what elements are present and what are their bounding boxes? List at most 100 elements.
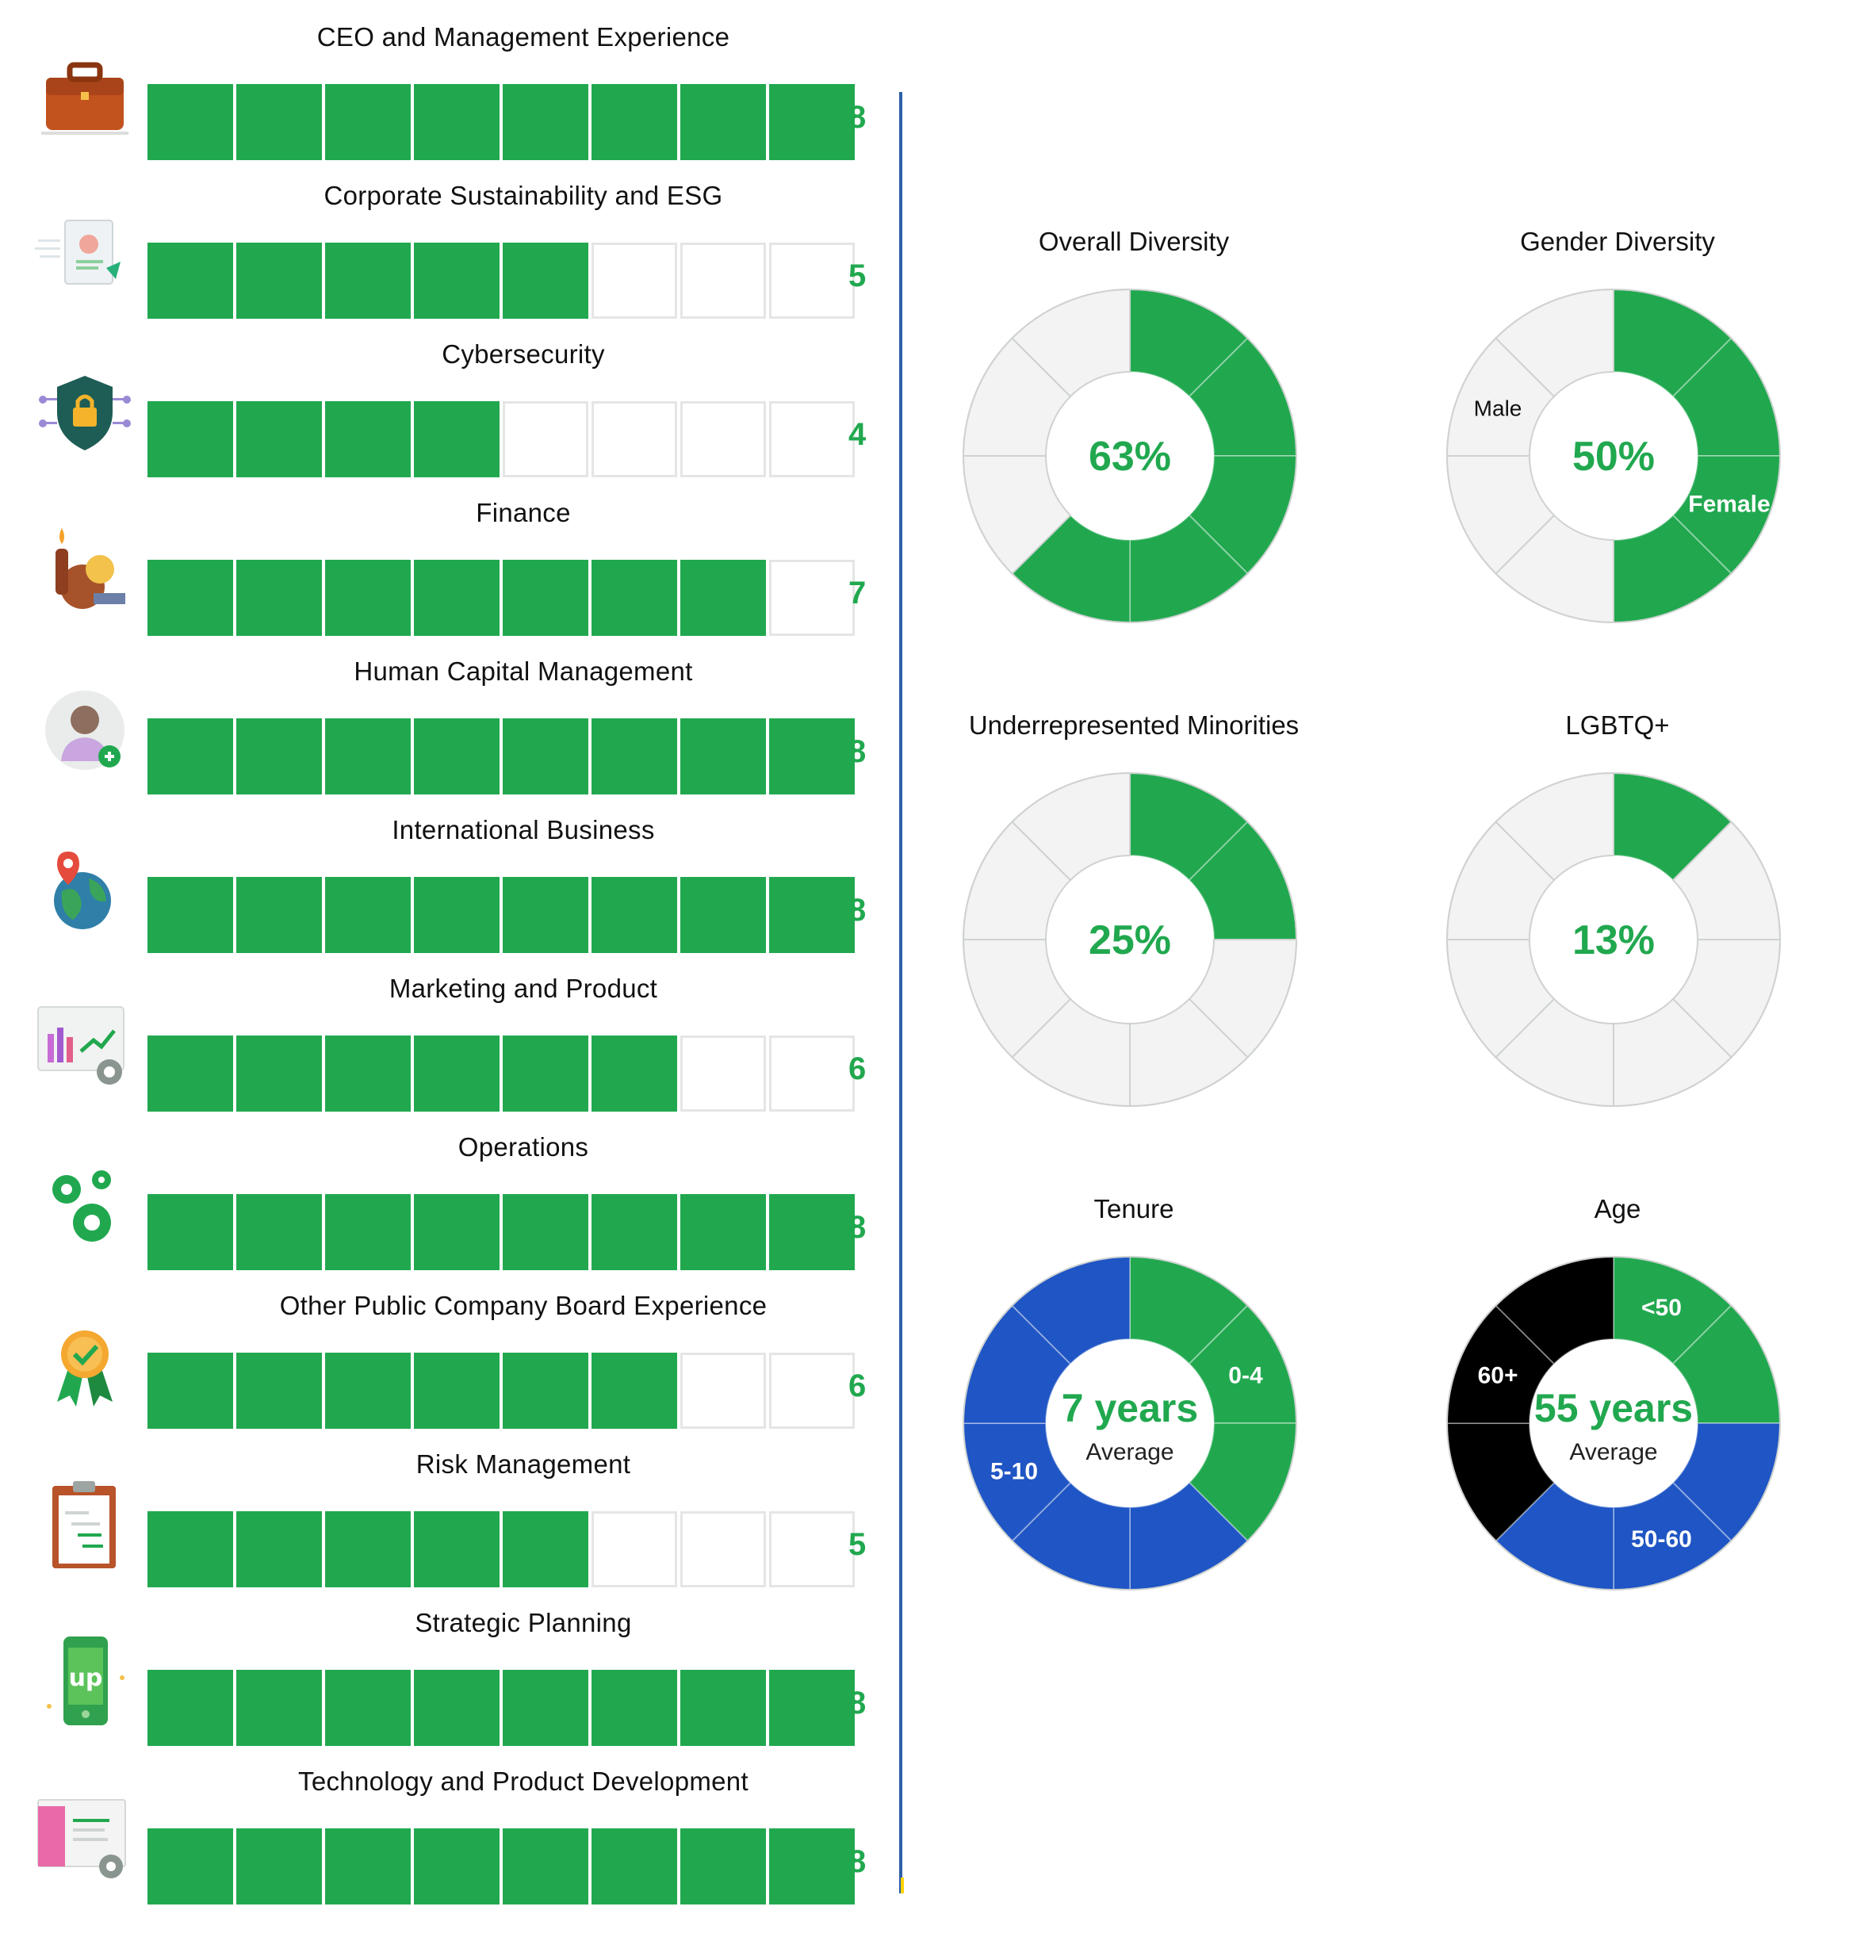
money-bag-icon [33,520,136,623]
bar-segment-filled [503,1036,588,1112]
donut-center-value: 25% [1089,917,1171,963]
skill-label: Strategic Planning [415,1608,632,1637]
skill-label: Other Public Company Board Experience [279,1291,768,1320]
bar-segment-filled [236,1828,322,1904]
bar-segment-filled [503,718,588,794]
add-user-icon [33,679,136,782]
bar-segment-filled [503,560,588,636]
bar-segment-filled [325,243,411,319]
skill-count: 8 [848,100,867,135]
donut-chart: Underrepresented Minorities 25% [912,706,1356,1181]
donut-chart: LGBTQ+ 13% [1396,706,1840,1181]
skill-row: CEO and Management Experience 8 [0,13,888,171]
bar-segment-filled [414,243,500,319]
skill-label: Marketing and Product [389,974,658,1003]
bar-segment-empty [769,1511,855,1587]
bar-segment-empty [503,401,588,477]
bar-segment-filled [769,877,855,953]
bar-segment-empty [680,243,766,319]
bar-segment-filled [236,877,322,953]
bar-segment-filled [503,1670,588,1746]
skill-count: 5 [848,1527,867,1562]
bar-segment-empty [769,401,855,477]
segment-label: Female [1688,491,1770,517]
skill-row: Other Public Company Board Experience 6 [0,1281,888,1440]
bar-segment-empty [769,1353,855,1429]
bar-segment-filled [769,1670,855,1746]
skill-bar [147,1670,858,1746]
bar-segment-filled [680,1828,766,1904]
bar-segment-filled [147,1511,233,1587]
bar-segment-empty [769,243,855,319]
skill-count: 8 [848,734,867,769]
skill-bar [147,401,858,477]
skill-bar [147,84,858,160]
bar-segment-filled [414,1194,500,1270]
skill-label: Human Capital Management [354,657,693,686]
bar-segment-filled [414,401,500,477]
bar-segment-filled [503,84,588,160]
document-icon [33,203,136,306]
skill-row: Marketing and Product 6 [0,964,888,1123]
bar-segment-filled [503,1828,588,1904]
skill-count: 7 [848,576,867,611]
bar-segment-filled [147,1036,233,1112]
skill-label: International Business [392,815,655,844]
donut-outline [963,289,1297,623]
skill-row: Corporate Sustainability and ESG 5 [0,171,888,330]
skill-bar [147,1194,858,1270]
bar-segment-filled [414,718,500,794]
bar-segment-filled [147,84,233,160]
segment-label: 0-4 [1228,1363,1263,1389]
bar-segment-filled [325,1511,411,1587]
donut-outline [1446,1256,1781,1591]
skill-count: 4 [848,417,867,452]
donut-title: Gender Diversity [1520,227,1715,256]
bar-segment-filled [325,718,411,794]
donut-outline [963,1256,1297,1591]
donut-center-subtext: Average [1569,1439,1657,1465]
bar-segment-empty [680,1353,766,1429]
donut-svg: 63% [962,288,1298,624]
bar-segment-filled [592,877,677,953]
skill-label: CEO and Management Experience [316,22,730,52]
browser-gear-icon [33,1789,136,1892]
bar-segment-filled [769,84,855,160]
donut-svg: 13% [1445,771,1782,1108]
bar-segment-filled [325,560,411,636]
briefcase-icon [33,44,136,147]
bar-segment-filled [147,877,233,953]
bar-segment-filled [236,401,322,477]
skill-bar [147,1036,858,1112]
donut-center-value: 63% [1089,434,1171,480]
skill-row: Human Capital Management 8 [0,647,888,806]
bar-segment-filled [414,1828,500,1904]
segment-label: 50-60 [1631,1526,1692,1552]
skill-label: Cybersecurity [442,339,605,369]
skill-row: Strategic Planning up 8 [0,1598,888,1757]
skill-bar [147,243,858,319]
bar-segment-filled [769,1194,855,1270]
bar-segment-filled [236,1670,322,1746]
bar-segment-filled [414,1036,500,1112]
divider-tip [901,1878,904,1893]
bar-segment-empty [769,560,855,636]
bar-segment-filled [592,1194,677,1270]
bar-segment-filled [503,1353,588,1429]
phone-upwork-icon: up [33,1630,136,1733]
bar-segment-empty [592,401,677,477]
skill-bar [147,1353,858,1429]
bar-segment-filled [325,1036,411,1112]
bar-segment-filled [592,1670,677,1746]
skill-row: Technology and Product Development 8 [0,1757,888,1916]
bar-segment-filled [236,718,322,794]
skill-count: 8 [848,893,867,928]
svg-text:up: up [69,1664,103,1692]
donut-title: Overall Diversity [1038,227,1230,256]
bar-segment-empty [680,1511,766,1587]
bar-segment-filled [414,1511,500,1587]
bar-segment-filled [236,1194,322,1270]
skill-row: Cybersecurity 4 [0,330,888,488]
bar-segment-filled [147,401,233,477]
skill-row: International Business 8 [0,806,888,964]
